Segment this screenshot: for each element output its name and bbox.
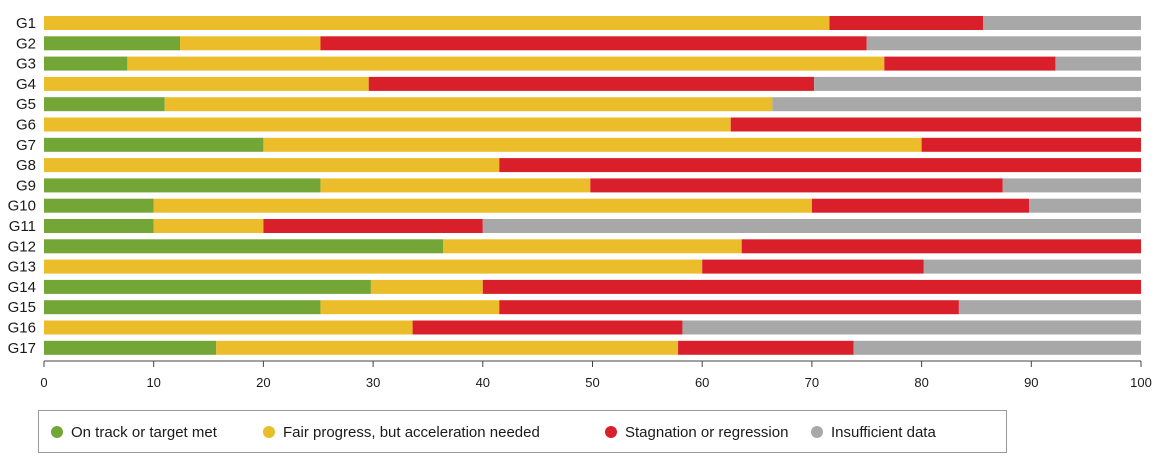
legend-label: On track or target met xyxy=(71,424,218,441)
category-label: G14 xyxy=(8,279,36,296)
bar-segment-g16-s4 xyxy=(682,320,1141,335)
category-label: G1 xyxy=(16,15,36,32)
bar-segment-g9-s2 xyxy=(320,178,591,193)
bar-segment-g16-s2 xyxy=(44,320,413,335)
bar-segment-g5-s4 xyxy=(772,97,1141,112)
x-tick-label: 30 xyxy=(366,375,380,390)
x-tick-label: 20 xyxy=(256,375,270,390)
bar-segment-g3-s1 xyxy=(44,56,128,71)
bar-segment-g10-s1 xyxy=(44,198,154,213)
bar-segment-g4-s2 xyxy=(44,76,369,91)
bar-segment-g14-s1 xyxy=(44,279,371,294)
bars-group xyxy=(44,16,1141,355)
bar-segment-g13-s2 xyxy=(44,259,703,274)
category-label: G6 xyxy=(16,117,36,134)
bar-segment-g16-s3 xyxy=(412,320,683,335)
x-tick-label: 70 xyxy=(805,375,819,390)
bar-segment-g17-s1 xyxy=(44,340,217,355)
x-axis: 0 10 20 30 40 50 60 70 80 90 100 xyxy=(40,360,1152,390)
bar-segment-g2-s2 xyxy=(180,36,321,51)
bar-segment-g11-s2 xyxy=(153,219,264,233)
bar-segment-g14-s2 xyxy=(370,279,483,294)
legend: On track or target met Fair progress, but… xyxy=(38,410,1007,453)
legend-swatch xyxy=(811,426,823,438)
category-label: G3 xyxy=(16,56,36,73)
bar-segment-g10-s3 xyxy=(811,198,1030,213)
category-labels: G1 G2 G3 G4 G5 G6 G7 G8 G9 G10 G11 G12 G13 G14 G15 G16 G… xyxy=(8,15,36,357)
bar-segment-g11-s3 xyxy=(263,219,483,233)
bar-segment-g11-s4 xyxy=(482,219,1141,233)
bar-segment-g7-s3 xyxy=(921,137,1141,152)
bar-segment-g15-s3 xyxy=(499,300,959,315)
bar-segment-g2-s4 xyxy=(866,36,1141,51)
bar-segment-g3-s4 xyxy=(1055,56,1141,71)
category-label: G15 xyxy=(8,299,36,316)
bar-segment-g2-s1 xyxy=(44,36,181,51)
legend-label: Insufficient data xyxy=(831,424,936,441)
bar-segment-g1-s2 xyxy=(44,16,830,30)
bar-segment-g9-s1 xyxy=(44,178,321,193)
x-tick-label: 10 xyxy=(146,375,160,390)
x-tick-label: 80 xyxy=(914,375,928,390)
category-label: G5 xyxy=(16,96,36,113)
category-label: G7 xyxy=(16,137,36,154)
x-tick-label: 0 xyxy=(40,375,47,390)
bar-segment-g1-s4 xyxy=(983,16,1141,30)
bar-segment-g17-s4 xyxy=(853,340,1141,355)
category-label: G17 xyxy=(8,340,36,357)
bar-segment-g5-s1 xyxy=(44,97,165,112)
bar-segment-g9-s3 xyxy=(590,178,1003,193)
bar-segment-g13-s4 xyxy=(923,259,1141,274)
category-label: G16 xyxy=(8,320,36,337)
legend-label: Stagnation or regression xyxy=(625,424,788,441)
bar-segment-g11-s1 xyxy=(44,219,154,233)
x-tick-label: 50 xyxy=(585,375,599,390)
category-label: G10 xyxy=(8,198,36,215)
bar-segment-g12-s2 xyxy=(443,239,742,254)
legend-box xyxy=(38,410,1007,453)
bar-segment-g10-s4 xyxy=(1029,198,1141,213)
bar-segment-g7-s2 xyxy=(263,137,922,152)
legend-label: Fair progress, but acceleration needed xyxy=(283,424,540,441)
category-label: G8 xyxy=(16,157,36,174)
bar-segment-g13-s3 xyxy=(702,259,924,274)
bar-segment-g10-s2 xyxy=(153,198,812,213)
legend-swatch xyxy=(51,426,63,438)
bar-segment-g12-s1 xyxy=(44,239,444,254)
category-label: G11 xyxy=(9,218,36,235)
x-tick-label: 40 xyxy=(476,375,490,390)
bar-segment-g1-s3 xyxy=(829,16,984,30)
bar-segment-g7-s1 xyxy=(44,137,264,152)
bar-segment-g5-s2 xyxy=(164,97,773,112)
bar-segment-g6-s3 xyxy=(730,117,1141,132)
bar-segment-g8-s3 xyxy=(499,158,1141,173)
bar-segment-g15-s2 xyxy=(320,300,500,315)
legend-swatch xyxy=(605,426,617,438)
x-tick-label: 60 xyxy=(695,375,709,390)
legend-swatch xyxy=(263,426,275,438)
bar-segment-g14-s3 xyxy=(482,279,1141,294)
bar-segment-g2-s3 xyxy=(320,36,867,51)
bar-segment-g4-s3 xyxy=(368,76,815,91)
category-label: G2 xyxy=(16,35,36,52)
category-label: G9 xyxy=(16,177,36,194)
bar-segment-g4-s4 xyxy=(814,76,1141,91)
bar-segment-g3-s3 xyxy=(884,56,1056,71)
bar-segment-g17-s3 xyxy=(678,340,854,355)
bar-segment-g15-s4 xyxy=(958,300,1141,315)
bar-segment-g15-s1 xyxy=(44,300,321,315)
category-label: G4 xyxy=(16,76,36,93)
x-tick-label: 100 xyxy=(1130,375,1152,390)
x-tick-label: 90 xyxy=(1024,375,1038,390)
bar-segment-g12-s3 xyxy=(741,239,1141,254)
bar-segment-g9-s4 xyxy=(1002,178,1141,193)
category-label: G12 xyxy=(8,238,36,255)
bar-segment-g6-s2 xyxy=(44,117,731,132)
bar-segment-g8-s2 xyxy=(44,158,500,173)
bar-segment-g3-s2 xyxy=(127,56,885,71)
bar-segment-g17-s2 xyxy=(216,340,679,355)
category-label: G13 xyxy=(8,259,36,276)
